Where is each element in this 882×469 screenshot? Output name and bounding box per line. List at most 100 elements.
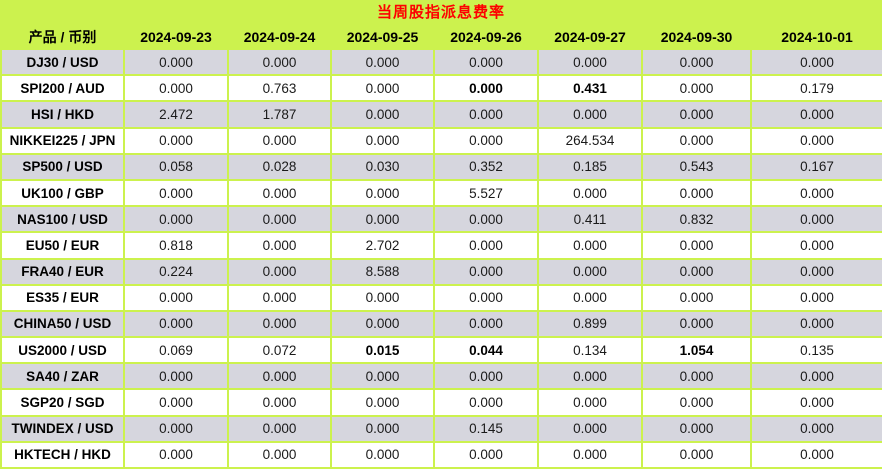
value-cell: 0.000: [330, 309, 435, 339]
value-cell: 0.000: [123, 74, 229, 103]
value-cell: 0.000: [227, 257, 332, 286]
value-cell: 0.224: [123, 257, 229, 286]
value-cell: 1.054: [641, 336, 752, 365]
product-cell: US2000 / USD: [0, 336, 125, 365]
value-cell: 0.000: [330, 205, 435, 234]
value-cell: 0.000: [641, 100, 752, 129]
value-cell: 0.000: [537, 47, 643, 77]
value-cell: 0.000: [433, 47, 539, 77]
value-cell: 0.000: [227, 388, 332, 417]
table-row: TWINDEX / USD 0.000 0.000 0.000 0.145 0.000 0.…: [0, 414, 882, 443]
page-title: 当周股指派息费率: [376, 4, 505, 21]
value-cell: 0.000: [537, 362, 643, 391]
table-row: HKTECH / HKD 0.000 0.000 0.000 0.000 0.000 0.0…: [0, 440, 882, 469]
value-cell: 1.787: [227, 100, 332, 129]
value-cell: 0.000: [537, 100, 643, 129]
product-currency-header: 产品 / 币别: [1, 25, 124, 49]
value-cell: 0.000: [537, 414, 643, 443]
table-row: NIKKEI225 / JPN 0.000 0.000 0.000 0.000 264.5…: [0, 126, 882, 155]
date-header: 2024-10-01: [751, 25, 882, 49]
value-cell: 0.000: [330, 74, 435, 103]
product-cell: TWINDEX / USD: [0, 414, 125, 443]
product-cell: SGP20 / SGD: [0, 388, 125, 417]
value-cell: 0.000: [123, 205, 229, 234]
value-cell: 0.000: [227, 47, 332, 77]
value-cell: 0.000: [433, 100, 539, 129]
value-cell: 0.000: [750, 47, 882, 77]
value-cell: 0.000: [433, 440, 539, 469]
table-row: DJ30 / USD 0.000 0.000 0.000 0.000 0.000 0.000…: [0, 47, 882, 77]
table-row: SA40 / ZAR 0.000 0.000 0.000 0.000 0.000 0.000…: [0, 362, 882, 391]
value-cell: 0.000: [123, 388, 229, 417]
value-cell: 0.000: [123, 440, 229, 469]
value-cell: 0.069: [123, 336, 229, 365]
value-cell: 0.000: [433, 231, 539, 260]
value-cell: 0.543: [641, 152, 752, 181]
value-cell: 0.000: [227, 362, 332, 391]
product-cell: SP500 / USD: [0, 152, 125, 181]
value-cell: 0.072: [227, 336, 332, 365]
value-cell: 0.000: [123, 283, 229, 312]
value-cell: 0.000: [433, 74, 539, 103]
value-cell: 0.000: [330, 178, 435, 208]
value-cell: 0.000: [330, 126, 435, 155]
value-cell: 0.134: [537, 336, 643, 365]
value-cell: 0.028: [227, 152, 332, 181]
value-cell: 0.000: [537, 283, 643, 312]
value-cell: 0.167: [750, 152, 882, 181]
value-cell: 0.352: [433, 152, 539, 181]
value-cell: 0.000: [641, 283, 752, 312]
value-cell: 0.000: [750, 100, 882, 129]
table-row: SGP20 / SGD 0.000 0.000 0.000 0.000 0.000 0.00…: [0, 388, 882, 417]
date-header: 2024-09-26: [434, 25, 538, 49]
product-cell: NAS100 / USD: [0, 205, 125, 234]
date-header: 2024-09-23: [124, 25, 228, 49]
product-cell: NIKKEI225 / JPN: [0, 126, 125, 155]
value-cell: 0.000: [641, 257, 752, 286]
value-cell: 0.000: [750, 231, 882, 260]
table-row: HSI / HKD 2.472 1.787 0.000 0.000 0.000 0.000 0…: [0, 100, 882, 129]
product-cell: FRA40 / EUR: [0, 257, 125, 286]
value-cell: 0.015: [330, 336, 435, 365]
table-row: NAS100 / USD 0.000 0.000 0.000 0.000 0.411 0.8…: [0, 205, 882, 234]
value-cell: 0.000: [641, 309, 752, 339]
table-row: SPI200 / AUD 0.000 0.763 0.000 0.000 0.431 0.0…: [0, 74, 882, 103]
value-cell: 0.000: [750, 126, 882, 155]
value-cell: 0.000: [750, 205, 882, 234]
value-cell: 0.000: [537, 257, 643, 286]
value-cell: 0.000: [330, 440, 435, 469]
value-cell: 0.000: [750, 362, 882, 391]
value-cell: 0.000: [123, 47, 229, 77]
value-cell: 0.000: [227, 440, 332, 469]
value-cell: 0.000: [641, 362, 752, 391]
value-cell: 2.472: [123, 100, 229, 129]
value-cell: 0.818: [123, 231, 229, 260]
table-row: CHINA50 / USD 0.000 0.000 0.000 0.000 0.899 0.…: [0, 309, 882, 339]
value-cell: 0.000: [433, 257, 539, 286]
value-cell: 0.000: [123, 362, 229, 391]
product-cell: EU50 / EUR: [0, 231, 125, 260]
value-cell: 0.000: [641, 178, 752, 208]
value-cell: 0.000: [641, 126, 752, 155]
table-row: UK100 / GBP 0.000 0.000 0.000 5.527 0.000 0.00…: [0, 178, 882, 208]
value-cell: 0.431: [537, 74, 643, 103]
value-cell: 0.832: [641, 205, 752, 234]
value-cell: 0.000: [537, 178, 643, 208]
value-cell: 0.000: [330, 388, 435, 417]
table-row: EU50 / EUR 0.818 0.000 2.702 0.000 0.000 0.000…: [0, 231, 882, 260]
product-cell: ES35 / EUR: [0, 283, 125, 312]
value-cell: 0.000: [537, 388, 643, 417]
value-cell: 0.000: [330, 414, 435, 443]
value-cell: 0.000: [433, 126, 539, 155]
value-cell: 264.534: [537, 126, 643, 155]
value-cell: 0.000: [123, 178, 229, 208]
value-cell: 0.000: [641, 47, 752, 77]
value-cell: 0.000: [330, 47, 435, 77]
product-cell: HSI / HKD: [0, 100, 125, 129]
table-row: SP500 / USD 0.058 0.028 0.030 0.352 0.185 0.54…: [0, 152, 882, 181]
date-header: 2024-09-24: [228, 25, 331, 49]
date-header: 2024-09-27: [538, 25, 642, 49]
value-cell: 0.000: [641, 440, 752, 469]
value-cell: 0.000: [227, 414, 332, 443]
